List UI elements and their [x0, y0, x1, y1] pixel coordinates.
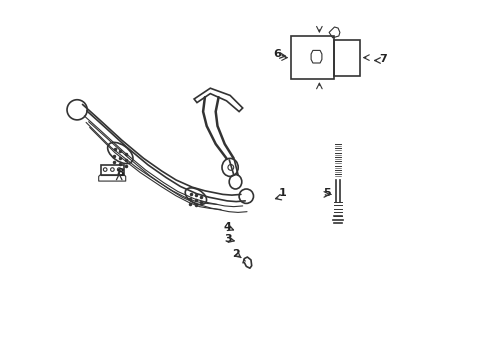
- Bar: [101, 165, 123, 175]
- Text: 2: 2: [231, 249, 239, 260]
- Bar: [291, 36, 334, 79]
- Text: 3: 3: [224, 234, 232, 244]
- Text: 1: 1: [278, 188, 286, 198]
- Text: 7: 7: [378, 54, 386, 64]
- Bar: [334, 40, 359, 76]
- Text: 6: 6: [273, 49, 281, 59]
- Text: 5: 5: [322, 188, 330, 198]
- Text: 4: 4: [224, 222, 231, 233]
- Text: 8: 8: [116, 168, 123, 178]
